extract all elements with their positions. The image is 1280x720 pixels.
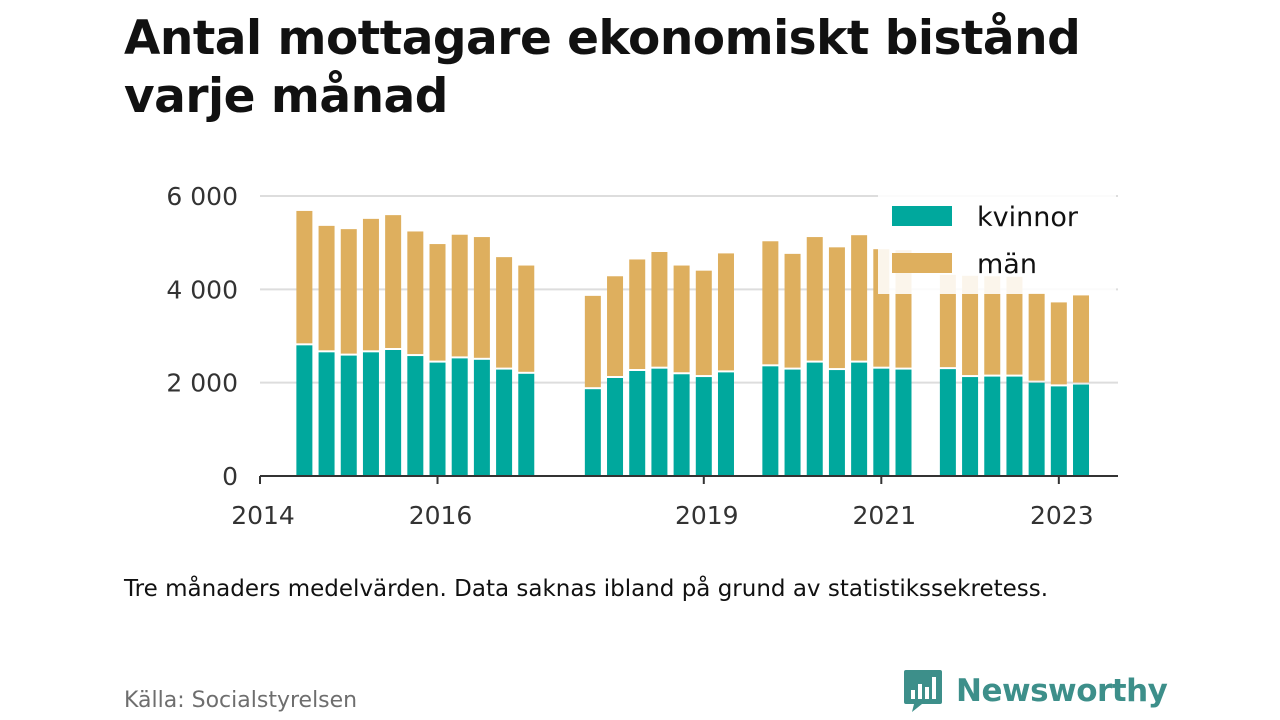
bar-kvinnor (496, 369, 513, 476)
bar-man (362, 218, 379, 351)
bar-kvinnor (340, 355, 357, 476)
chart-title-line-2: varje månad (124, 69, 448, 124)
bar-man (451, 234, 468, 357)
bar-man (762, 241, 779, 365)
legend-swatch-kvinnor (892, 206, 952, 226)
stacked-bar-chart: 0 2 000 4 000 6 000 2014 2016 2019 2021 2023 kv… (166, 182, 1118, 530)
bar-man (962, 275, 979, 376)
bar-kvinnor (762, 366, 779, 476)
newsworthy-logo-icon (904, 670, 942, 712)
bar-kvinnor (851, 362, 868, 476)
bar-kvinnor (318, 352, 335, 476)
bar-man (717, 253, 734, 371)
x-tick-label: 2014 (231, 501, 295, 530)
bar-kvinnor (1028, 382, 1045, 476)
bar-man (1073, 295, 1090, 383)
y-tick-labels: 0 2 000 4 000 6 000 (166, 182, 238, 491)
bar-man (695, 270, 712, 376)
bar-kvinnor (362, 352, 379, 476)
bar-kvinnor (518, 373, 535, 476)
bar-man (851, 235, 868, 361)
x-tick-label: 2019 (675, 501, 739, 530)
bar-kvinnor (828, 370, 845, 476)
bar-kvinnor (895, 369, 912, 476)
bar-man (1050, 302, 1067, 385)
bar-man (1006, 276, 1023, 375)
bar-kvinnor (473, 359, 490, 476)
bar-man (496, 257, 513, 368)
bar-kvinnor (296, 345, 313, 476)
bar-man (473, 237, 490, 358)
bar-kvinnor (695, 377, 712, 476)
bars (296, 210, 1090, 476)
bar-man (806, 237, 823, 361)
bar-kvinnor (1006, 376, 1023, 476)
legend: kvinnor män (878, 190, 1116, 294)
chart-title: Antal mottagare ekonomiskt bistånd varje… (124, 10, 1204, 126)
bar-man (939, 274, 956, 368)
bar-man (1028, 293, 1045, 381)
bar-kvinnor (939, 369, 956, 476)
bar-man (385, 215, 402, 348)
bar-kvinnor (407, 356, 424, 476)
legend-label-man: män (977, 249, 1037, 280)
bar-man (784, 253, 801, 368)
bar-kvinnor (451, 358, 468, 476)
source-label: Källa: Socialstyrelsen (124, 688, 358, 713)
bar-man (296, 210, 313, 344)
bar-man (340, 229, 357, 354)
bar-man (828, 247, 845, 369)
bar-kvinnor (429, 362, 446, 476)
bar-man (629, 259, 646, 369)
bar-man (318, 225, 335, 351)
bar-kvinnor (984, 376, 1001, 476)
x-tick-label: 2016 (409, 501, 473, 530)
y-tick-label: 2 000 (166, 369, 238, 398)
bar-kvinnor (1073, 384, 1090, 476)
bar-kvinnor (1050, 386, 1067, 476)
bar-man (429, 244, 446, 361)
legend-swatch-man (892, 253, 952, 273)
x-tick-labels: 2014 2016 2019 2021 2023 (231, 501, 1093, 530)
bar-kvinnor (385, 350, 402, 476)
bar-man (984, 276, 1001, 375)
bar-kvinnor (784, 369, 801, 476)
y-tick-label: 4 000 (166, 275, 238, 304)
legend-label-kvinnor: kvinnor (977, 202, 1079, 233)
y-tick-label: 0 (222, 462, 238, 491)
x-tick-label: 2021 (852, 501, 916, 530)
bar-kvinnor (584, 389, 601, 476)
bar-man (651, 252, 668, 367)
bar-kvinnor (673, 374, 690, 476)
y-tick-label: 6 000 (166, 182, 238, 211)
bar-kvinnor (806, 362, 823, 476)
bar-man (518, 265, 535, 372)
bar-kvinnor (607, 378, 624, 476)
bar-kvinnor (717, 372, 734, 476)
chart-note: Tre månaders medelvärden. Data saknas ib… (124, 576, 1049, 602)
bar-kvinnor (629, 371, 646, 476)
bar-kvinnor (962, 377, 979, 476)
brand-name: Newsworthy (956, 673, 1168, 709)
bar-man (584, 295, 601, 388)
brand-logo: Newsworthy (902, 668, 1168, 714)
x-axis (259, 475, 1118, 484)
bar-man (407, 231, 424, 355)
bar-kvinnor (873, 368, 890, 476)
x-tick-label: 2023 (1030, 501, 1094, 530)
bar-kvinnor (651, 368, 668, 476)
bar-man (673, 265, 690, 373)
bar-man (607, 276, 624, 376)
chart-title-line-1: Antal mottagare ekonomiskt bistånd (124, 11, 1081, 66)
